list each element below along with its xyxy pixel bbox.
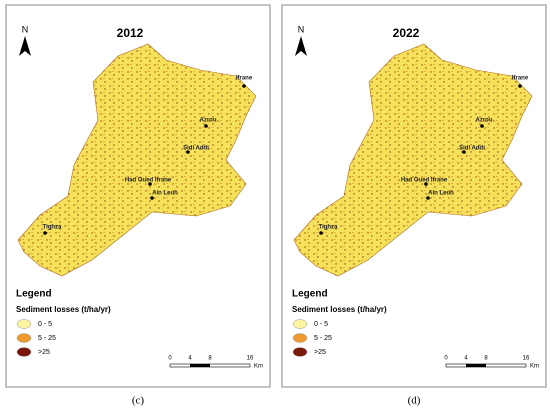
map-title: 2012	[117, 26, 144, 40]
legend-subtitle: Sediment losses (t/ha/yr)	[16, 305, 111, 314]
legend-label: 0 - 5	[38, 321, 52, 328]
city-label: Sidi Addi	[183, 146, 209, 152]
legend-subtitle: Sediment losses (t/ha/yr)	[292, 305, 387, 314]
city-dot	[480, 124, 484, 128]
panel-caption: (c)	[132, 395, 145, 407]
city-dot	[186, 150, 190, 154]
legend-label: >25	[314, 349, 326, 356]
panel-frame	[5, 4, 271, 388]
city-label: Ifrane	[236, 76, 253, 82]
map-area	[17, 43, 257, 277]
panel-frame	[281, 4, 547, 388]
city-dot	[43, 231, 47, 235]
scale-bar-fill	[466, 364, 486, 367]
legend-title: Legend	[292, 289, 328, 300]
city-label: Ain Leuh	[428, 191, 454, 197]
city-label: Had Oued Ifrane	[125, 178, 172, 184]
city-label: Azrou	[200, 118, 217, 124]
map-panel: 2012 N Ifrane Azrou Sidi Addi Had Oued Ifrane…	[5, 4, 271, 407]
city-dot	[462, 150, 466, 154]
city-dot	[148, 182, 152, 186]
scale-label: 8	[484, 356, 488, 362]
legend-swatch	[292, 333, 308, 343]
scale-unit: Km	[254, 364, 263, 370]
legend-swatch	[292, 319, 308, 329]
legend-swatch	[16, 333, 32, 343]
scale-unit: Km	[530, 364, 539, 370]
legend-swatch	[16, 319, 32, 329]
scale-label: 16	[523, 356, 530, 362]
city-dot	[204, 124, 208, 128]
legend-title: Legend	[16, 289, 52, 300]
city-dot	[426, 196, 430, 200]
scale-label: 4	[188, 356, 192, 362]
north-arrow	[19, 36, 31, 56]
north-arrow	[295, 36, 307, 56]
scale-bar-fill	[190, 364, 210, 367]
scale-label: 0	[168, 356, 172, 362]
north-label: N	[298, 24, 305, 34]
city-label: Tighza	[43, 225, 63, 231]
city-dot	[518, 84, 522, 88]
scale-label: 4	[464, 356, 468, 362]
city-dot	[150, 196, 154, 200]
city-label: Tighza	[319, 225, 339, 231]
scale-label: 8	[208, 356, 212, 362]
legend-swatch	[16, 347, 32, 357]
map-title: 2022	[393, 26, 420, 40]
scale-label: 0	[444, 356, 448, 362]
city-dot	[424, 182, 428, 186]
city-label: Had Oued Ifrane	[401, 178, 448, 184]
city-dot	[319, 231, 323, 235]
city-dot	[242, 84, 246, 88]
map-area	[293, 43, 533, 277]
city-label: Sidi Addi	[459, 146, 485, 152]
legend-label: 5 - 25	[38, 335, 56, 342]
map-panel: 2022 N Ifrane Azrou Sidi Addi Had Oued Ifrane…	[281, 4, 547, 407]
scale-label: 16	[247, 356, 254, 362]
legend-label: >25	[38, 349, 50, 356]
city-label: Azrou	[476, 118, 493, 124]
panel-caption: (d)	[408, 395, 421, 407]
legend-label: 0 - 5	[314, 321, 328, 328]
city-label: Ain Leuh	[152, 191, 178, 197]
legend-swatch	[292, 347, 308, 357]
north-label: N	[22, 24, 29, 34]
city-label: Ifrane	[512, 76, 529, 82]
legend-label: 5 - 25	[314, 335, 332, 342]
